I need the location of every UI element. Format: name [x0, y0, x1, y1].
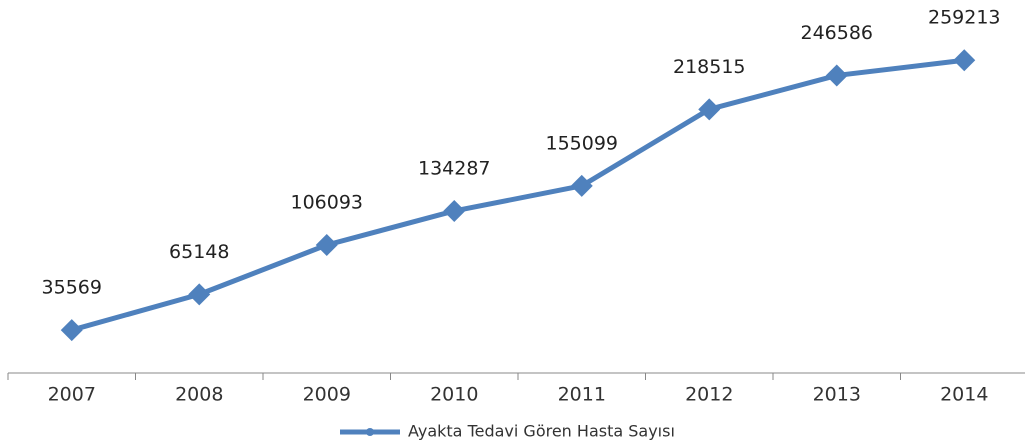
data-line — [71, 57, 965, 333]
x-tick-label: 2009 — [303, 384, 351, 406]
data-label: 35569 — [42, 277, 102, 299]
data-label: 134287 — [418, 157, 491, 179]
data-point — [443, 199, 466, 222]
data-point — [570, 174, 593, 197]
data-label: 218515 — [673, 56, 746, 78]
x-tick-label: 2010 — [430, 384, 478, 406]
data-point — [315, 233, 338, 256]
data-point — [698, 98, 721, 121]
data-point — [188, 283, 211, 306]
data-label: 155099 — [545, 132, 618, 154]
data-label: 106093 — [290, 191, 363, 213]
x-tick-label: 2011 — [558, 384, 606, 406]
data-point — [60, 319, 83, 342]
legend-marker — [366, 428, 374, 436]
x-tick-label: 2007 — [48, 384, 96, 406]
x-tick-label: 2008 — [175, 384, 223, 406]
x-tick-label: 2013 — [813, 384, 861, 406]
data-label: 246586 — [800, 22, 873, 44]
data-label: 259213 — [928, 7, 1001, 29]
x-tick-label: 2014 — [940, 384, 988, 406]
data-point — [825, 64, 848, 87]
legend-label: Ayakta Tedavi Gören Hasta Sayısı — [408, 422, 675, 441]
x-tick-label: 2012 — [685, 384, 733, 406]
data-label: 65148 — [169, 241, 229, 263]
data-point — [953, 49, 976, 72]
